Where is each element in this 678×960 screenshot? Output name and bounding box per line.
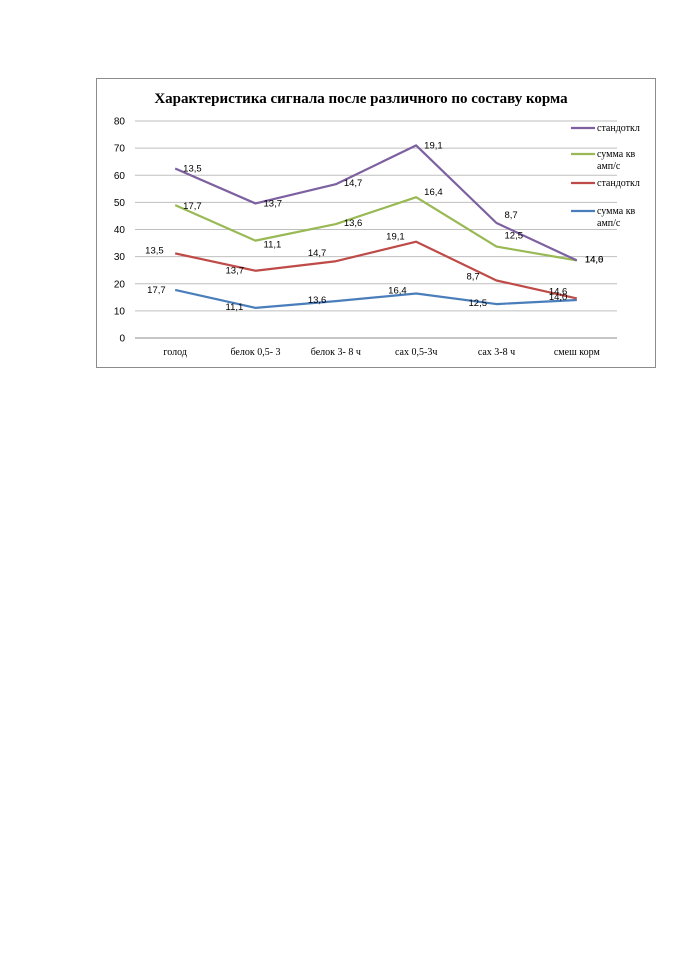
y-tick-label: 50 — [114, 198, 126, 209]
data-label: 16,4 — [424, 187, 443, 198]
legend-entry-1: сумма кв амп/с — [597, 206, 636, 229]
legend-text-line: амп/с — [597, 218, 621, 229]
series-line-2 — [174, 240, 578, 300]
x-axis-ticks: голод белок 0,5- 3 белок 3- 8 ч сах 0,5-3ч с… — [163, 347, 600, 358]
chart-title: Характеристика сигнала после различного … — [154, 91, 568, 107]
data-labels: 17,7 11,1 13,6 16,4 12,5 14,0 13,5 13,7 14,7 19,1… — [145, 140, 603, 312]
legend-entry-2: стандоткл — [597, 178, 640, 189]
x-tick-label: смеш корм — [554, 347, 601, 358]
legend-entry-3: сумма кв амп/с — [597, 149, 636, 172]
y-tick-label: 10 — [114, 306, 126, 317]
data-label: 17,7 — [147, 285, 166, 296]
chart-frame: Характеристика сигнала после различного … — [96, 78, 656, 368]
x-tick-label: сах 3-8 ч — [478, 347, 515, 358]
y-tick-label: 60 — [114, 171, 126, 182]
data-label: 12,5 — [505, 231, 524, 242]
legend-text-line: сумма кв — [597, 149, 636, 160]
data-label: 14,6 — [549, 286, 568, 297]
series-line-4 — [174, 144, 578, 262]
legend-text-line: амп/с — [597, 161, 621, 172]
series-line-3 — [174, 196, 578, 262]
y-tick-label: 20 — [114, 279, 126, 290]
data-label: 12,5 — [469, 298, 488, 309]
series-line-1 — [174, 288, 577, 309]
data-label: 13,7 — [226, 266, 245, 277]
data-label: 19,1 — [424, 140, 443, 151]
data-label: 17,7 — [183, 201, 202, 212]
line-chart: Характеристика сигнала после различного … — [114, 91, 640, 358]
x-tick-label: белок 3- 8 ч — [311, 347, 361, 358]
x-tick-label: сах 0,5-3ч — [395, 347, 437, 358]
data-label: 13,5 — [183, 163, 202, 174]
data-label: 14,7 — [308, 248, 327, 259]
x-tick-label: белок 0,5- 3 — [230, 347, 280, 358]
data-label: 13,5 — [145, 245, 164, 256]
data-label: 13,6 — [344, 218, 363, 229]
series-lines — [174, 144, 578, 309]
y-tick-label: 80 — [114, 117, 126, 128]
data-label: 11,1 — [264, 240, 282, 251]
y-axis-ticks: 0 10 20 30 40 50 60 70 80 — [114, 117, 126, 345]
data-label: 19,1 — [386, 232, 405, 243]
data-label: 8,7 — [467, 271, 480, 282]
gridlines — [135, 120, 617, 339]
data-label: 14,0 — [549, 292, 568, 303]
data-label: 8,7 — [505, 210, 518, 221]
legend-entry-4: стандоткл — [597, 123, 640, 134]
data-label: 11,1 — [226, 302, 244, 313]
y-tick-label: 0 — [119, 334, 125, 345]
data-label: 13,6 — [308, 295, 327, 306]
x-tick-label: голод — [163, 347, 187, 358]
data-label: 14,6 — [585, 254, 604, 265]
data-label: 16,4 — [388, 286, 407, 297]
y-tick-label: 70 — [114, 144, 126, 155]
data-label: 14,7 — [344, 178, 363, 189]
legend-text-line: сумма кв — [597, 206, 636, 217]
data-label: 13,7 — [264, 198, 283, 209]
y-tick-label: 30 — [114, 252, 126, 263]
y-tick-label: 40 — [114, 225, 126, 236]
data-label: 14,0 — [585, 254, 604, 265]
